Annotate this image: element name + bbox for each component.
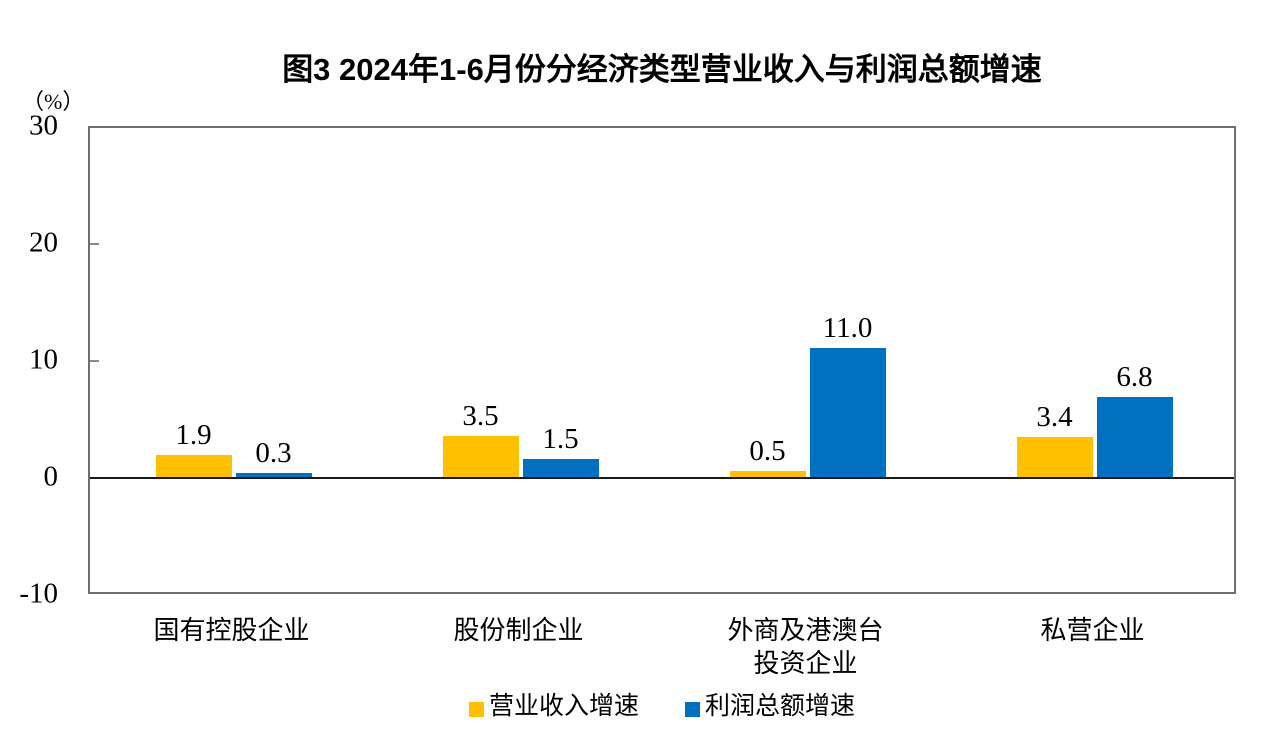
y-tick-mark <box>90 243 99 245</box>
bar-revenue-1 <box>442 436 519 477</box>
zero-line <box>90 477 1234 479</box>
legend-swatch-revenue <box>468 701 484 717</box>
y-tick-mark <box>90 360 99 362</box>
y-tick-label: 20 <box>29 226 58 259</box>
legend-label-profit: 利润总额增速 <box>705 693 856 720</box>
bar-revenue-0 <box>155 454 232 477</box>
legend-item-revenue: 营业收入增速 <box>468 692 639 722</box>
bar-profit-3 <box>1096 397 1173 477</box>
y-tick-label: -10 <box>19 577 58 610</box>
bar-value-label: 3.5 <box>462 400 499 433</box>
bar-profit-2 <box>809 348 886 477</box>
bar-value-label: 1.5 <box>542 423 579 456</box>
bar-revenue-3 <box>1016 437 1093 477</box>
y-tick-label: 30 <box>29 109 58 142</box>
bar-revenue-2 <box>729 471 806 477</box>
bar-value-label: 3.4 <box>1036 401 1073 434</box>
bar-value-label: 1.9 <box>175 418 212 451</box>
legend-item-profit: 利润总额增速 <box>685 692 855 722</box>
bar-value-label: 6.8 <box>1116 361 1153 394</box>
legend-swatch-profit <box>685 701 700 717</box>
bar-profit-0 <box>235 473 312 477</box>
legend-label-revenue: 营业收入增速 <box>488 693 639 720</box>
x-axis-labels: 国有控股企业 股份制企业 外商及港澳台 投资企业 私营企业 <box>88 614 1236 686</box>
bar-value-label: 11.0 <box>822 312 873 345</box>
x-category-label-1: 股份制企业 <box>453 616 584 645</box>
bar-profit-1 <box>522 459 599 477</box>
x-category-label-2: 外商及港澳台 投资企业 <box>727 616 884 678</box>
x-category-label-3: 私营企业 <box>1040 616 1145 645</box>
x-category-label-0: 国有控股企业 <box>153 616 310 645</box>
chart-title: 图3 2024年1-6月份分经济类型营业收入与利润总额增速 <box>282 52 1042 87</box>
y-tick-label: 0 <box>43 460 59 493</box>
bar-value-label: 0.3 <box>255 437 292 470</box>
plot-area: 1.9 3.5 0.5 3.4 0.3 1.5 11.0 6.8 <box>88 126 1236 594</box>
y-tick-label: 10 <box>29 343 58 376</box>
bar-value-label: 0.5 <box>749 435 786 468</box>
y-axis-unit-label: （%） <box>22 89 85 114</box>
legend: 营业收入增速 利润总额增速 <box>88 692 1236 722</box>
